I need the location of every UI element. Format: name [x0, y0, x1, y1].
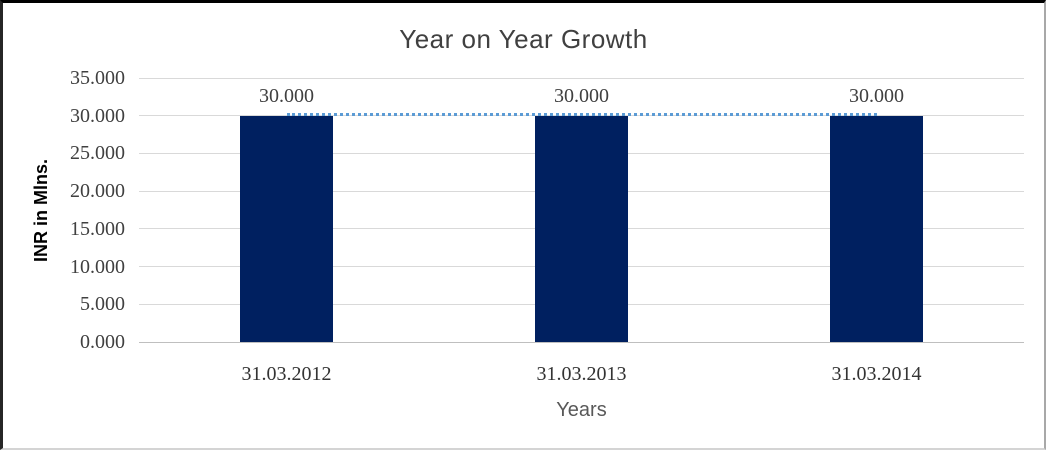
- chart-title: Year on Year Growth: [399, 24, 648, 54]
- bar: [830, 115, 923, 342]
- y-tick-label: 25.000: [70, 142, 125, 165]
- y-axis-title: INR in Mlns.: [30, 158, 51, 262]
- bar-value-label: 30.000: [554, 84, 609, 107]
- bar-value-label: 30.000: [259, 84, 314, 107]
- plot-area: 35.000 30.000 25.000 20.000 15.000 10.000 5.00…: [70, 67, 1024, 385]
- y-tick-label: 20.000: [70, 180, 125, 203]
- y-tick-label: 5.000: [80, 293, 125, 316]
- x-axis-title: Years: [556, 399, 607, 421]
- gridline: [139, 77, 1024, 79]
- bar-value-label: 30.000: [849, 84, 904, 107]
- y-tick-label: 30.000: [70, 104, 125, 127]
- x-tick-label: 31.03.2013: [536, 363, 627, 385]
- y-tick-label: 10.000: [70, 255, 125, 278]
- y-tick-label: 35.000: [70, 67, 125, 89]
- y-tick-label: 15.000: [70, 217, 125, 240]
- y-tick-label: 0.000: [80, 331, 125, 353]
- x-tick-label: 31.03.2014: [831, 363, 922, 385]
- trend-line: [286, 112, 877, 116]
- x-tick-label: 31.03.2012: [241, 363, 332, 385]
- bar: [240, 115, 333, 342]
- gridline: [139, 341, 1024, 343]
- bar: [535, 115, 628, 342]
